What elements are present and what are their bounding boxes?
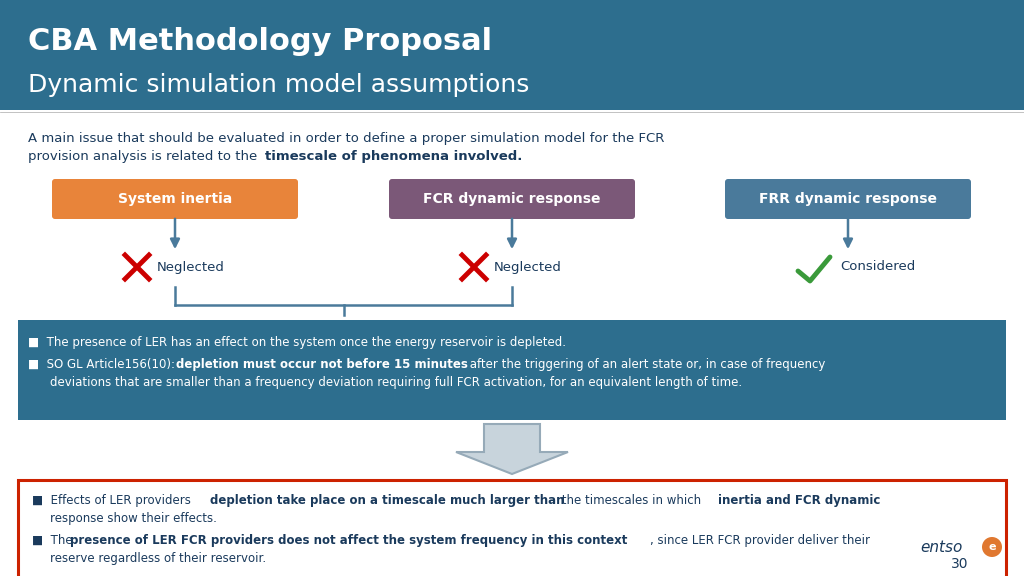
FancyBboxPatch shape <box>389 179 635 219</box>
Polygon shape <box>456 424 568 474</box>
Text: System inertia: System inertia <box>118 192 232 206</box>
Text: depletion take place on a timescale much larger than: depletion take place on a timescale much… <box>210 494 564 507</box>
Text: Neglected: Neglected <box>494 260 562 274</box>
Text: inertia and FCR dynamic: inertia and FCR dynamic <box>718 494 881 507</box>
Polygon shape <box>18 320 1006 420</box>
Polygon shape <box>0 0 1024 110</box>
Text: entso: entso <box>920 540 963 555</box>
Text: ■  SO GL Article156(10):: ■ SO GL Article156(10): <box>28 358 179 371</box>
Text: ■  Effects of LER providers: ■ Effects of LER providers <box>32 494 195 507</box>
Text: CBA Methodology Proposal: CBA Methodology Proposal <box>28 28 493 56</box>
Text: FRR dynamic response: FRR dynamic response <box>759 192 937 206</box>
Text: A main issue that should be evaluated in order to define a proper simulation mod: A main issue that should be evaluated in… <box>28 132 665 145</box>
Circle shape <box>982 537 1002 557</box>
Text: Neglected: Neglected <box>157 260 225 274</box>
Text: after the triggering of an alert state or, in case of frequency: after the triggering of an alert state o… <box>466 358 825 371</box>
Text: timescale of phenomena involved.: timescale of phenomena involved. <box>265 150 522 163</box>
FancyBboxPatch shape <box>52 179 298 219</box>
Text: the timescales in which: the timescales in which <box>558 494 705 507</box>
Text: FCR dynamic response: FCR dynamic response <box>423 192 601 206</box>
Text: reserve regardless of their reservoir.: reserve regardless of their reservoir. <box>50 552 266 565</box>
Text: response show their effects.: response show their effects. <box>50 512 217 525</box>
FancyBboxPatch shape <box>725 179 971 219</box>
Text: ■  The: ■ The <box>32 534 77 547</box>
Text: depletion must occur not before 15 minutes: depletion must occur not before 15 minut… <box>176 358 468 371</box>
Text: provision analysis is related to the: provision analysis is related to the <box>28 150 261 163</box>
Text: 30: 30 <box>951 557 969 571</box>
Text: ■  The presence of LER has an effect on the system once the energy reservoir is : ■ The presence of LER has an effect on t… <box>28 336 566 349</box>
FancyBboxPatch shape <box>18 480 1006 576</box>
Text: e: e <box>988 542 995 552</box>
Text: Considered: Considered <box>840 260 915 274</box>
Text: .: . <box>475 150 479 163</box>
Text: presence of LER FCR providers does not affect the system frequency in this conte: presence of LER FCR providers does not a… <box>70 534 628 547</box>
Polygon shape <box>0 110 1024 576</box>
Text: , since LER FCR provider deliver their: , since LER FCR provider deliver their <box>650 534 870 547</box>
Text: Dynamic simulation model assumptions: Dynamic simulation model assumptions <box>28 73 529 97</box>
Text: deviations that are smaller than a frequency deviation requiring full FCR activa: deviations that are smaller than a frequ… <box>50 376 742 389</box>
